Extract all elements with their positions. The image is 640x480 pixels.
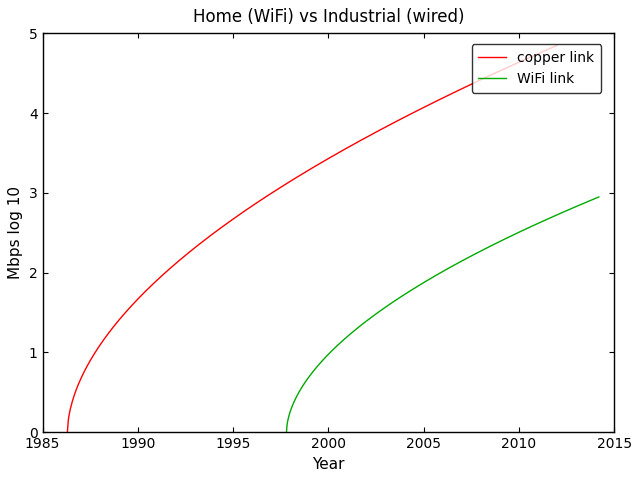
WiFi link	[431, 273, 438, 279]
copper link	[328, 154, 336, 159]
Legend: copper link, WiFi link: copper link, WiFi link	[472, 44, 602, 93]
copper link	[299, 171, 307, 177]
copper link	[541, 48, 549, 53]
WiFi link	[468, 252, 476, 258]
WiFi link	[433, 272, 440, 278]
WiFi link	[452, 262, 460, 267]
WiFi link	[283, 430, 291, 435]
copper link	[553, 43, 561, 48]
WiFi link	[588, 197, 595, 203]
Line: WiFi link: WiFi link	[287, 197, 599, 432]
Title: Home (WiFi) vs Industrial (wired): Home (WiFi) vs Industrial (wired)	[193, 8, 464, 26]
copper link	[63, 430, 71, 435]
Line: copper link: copper link	[67, 46, 557, 432]
copper link	[296, 172, 304, 178]
copper link	[355, 139, 363, 144]
WiFi link	[595, 194, 603, 200]
copper link	[465, 83, 472, 88]
X-axis label: Year: Year	[312, 456, 344, 472]
Y-axis label: Mbps log 10: Mbps log 10	[8, 186, 23, 279]
WiFi link	[539, 218, 547, 224]
